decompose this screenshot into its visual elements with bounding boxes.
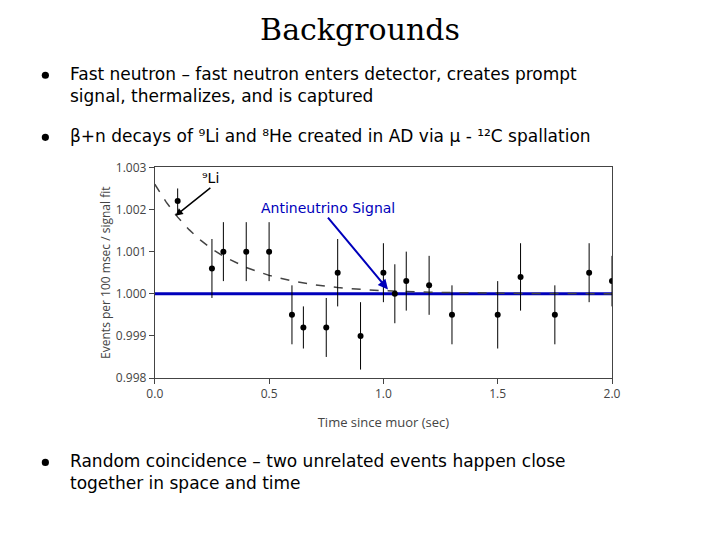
svg-text:Events per 100 msec / signal f: Events per 100 msec / signal fit [97,186,114,358]
svg-text:Fast neutron – fast neutron en: Fast neutron – fast neutron enters detec… [70,64,577,106]
svg-text:0.0: 0.0 [146,385,163,402]
svg-text:0.5: 0.5 [261,385,278,402]
svg-text:⁹Li: ⁹Li [202,170,219,186]
svg-text:1.003: 1.003 [116,159,147,176]
svg-text:Antineutrino Signal: Antineutrino Signal [261,200,395,216]
svg-text:β+n decays of ⁹Li and ⁸He crea: β+n decays of ⁹Li and ⁸He created in AD … [70,126,591,146]
svg-text:1.0: 1.0 [375,385,392,402]
svg-text:Time since muor (sec): Time since muor (sec) [318,413,450,431]
svg-text:1.002: 1.002 [116,201,147,218]
svg-text:Backgrounds: Backgrounds [260,12,460,47]
svg-text:2.0: 2.0 [604,385,621,402]
svg-text:1.5: 1.5 [489,385,506,402]
svg-text:Random coincidence – two unrel: Random coincidence – two unrelated event… [70,451,566,493]
svg-text:1.001: 1.001 [116,243,147,260]
svg-text:0.999: 0.999 [116,327,147,344]
svg-text:0.998: 0.998 [116,369,147,386]
svg-text:1.000: 1.000 [116,285,147,302]
